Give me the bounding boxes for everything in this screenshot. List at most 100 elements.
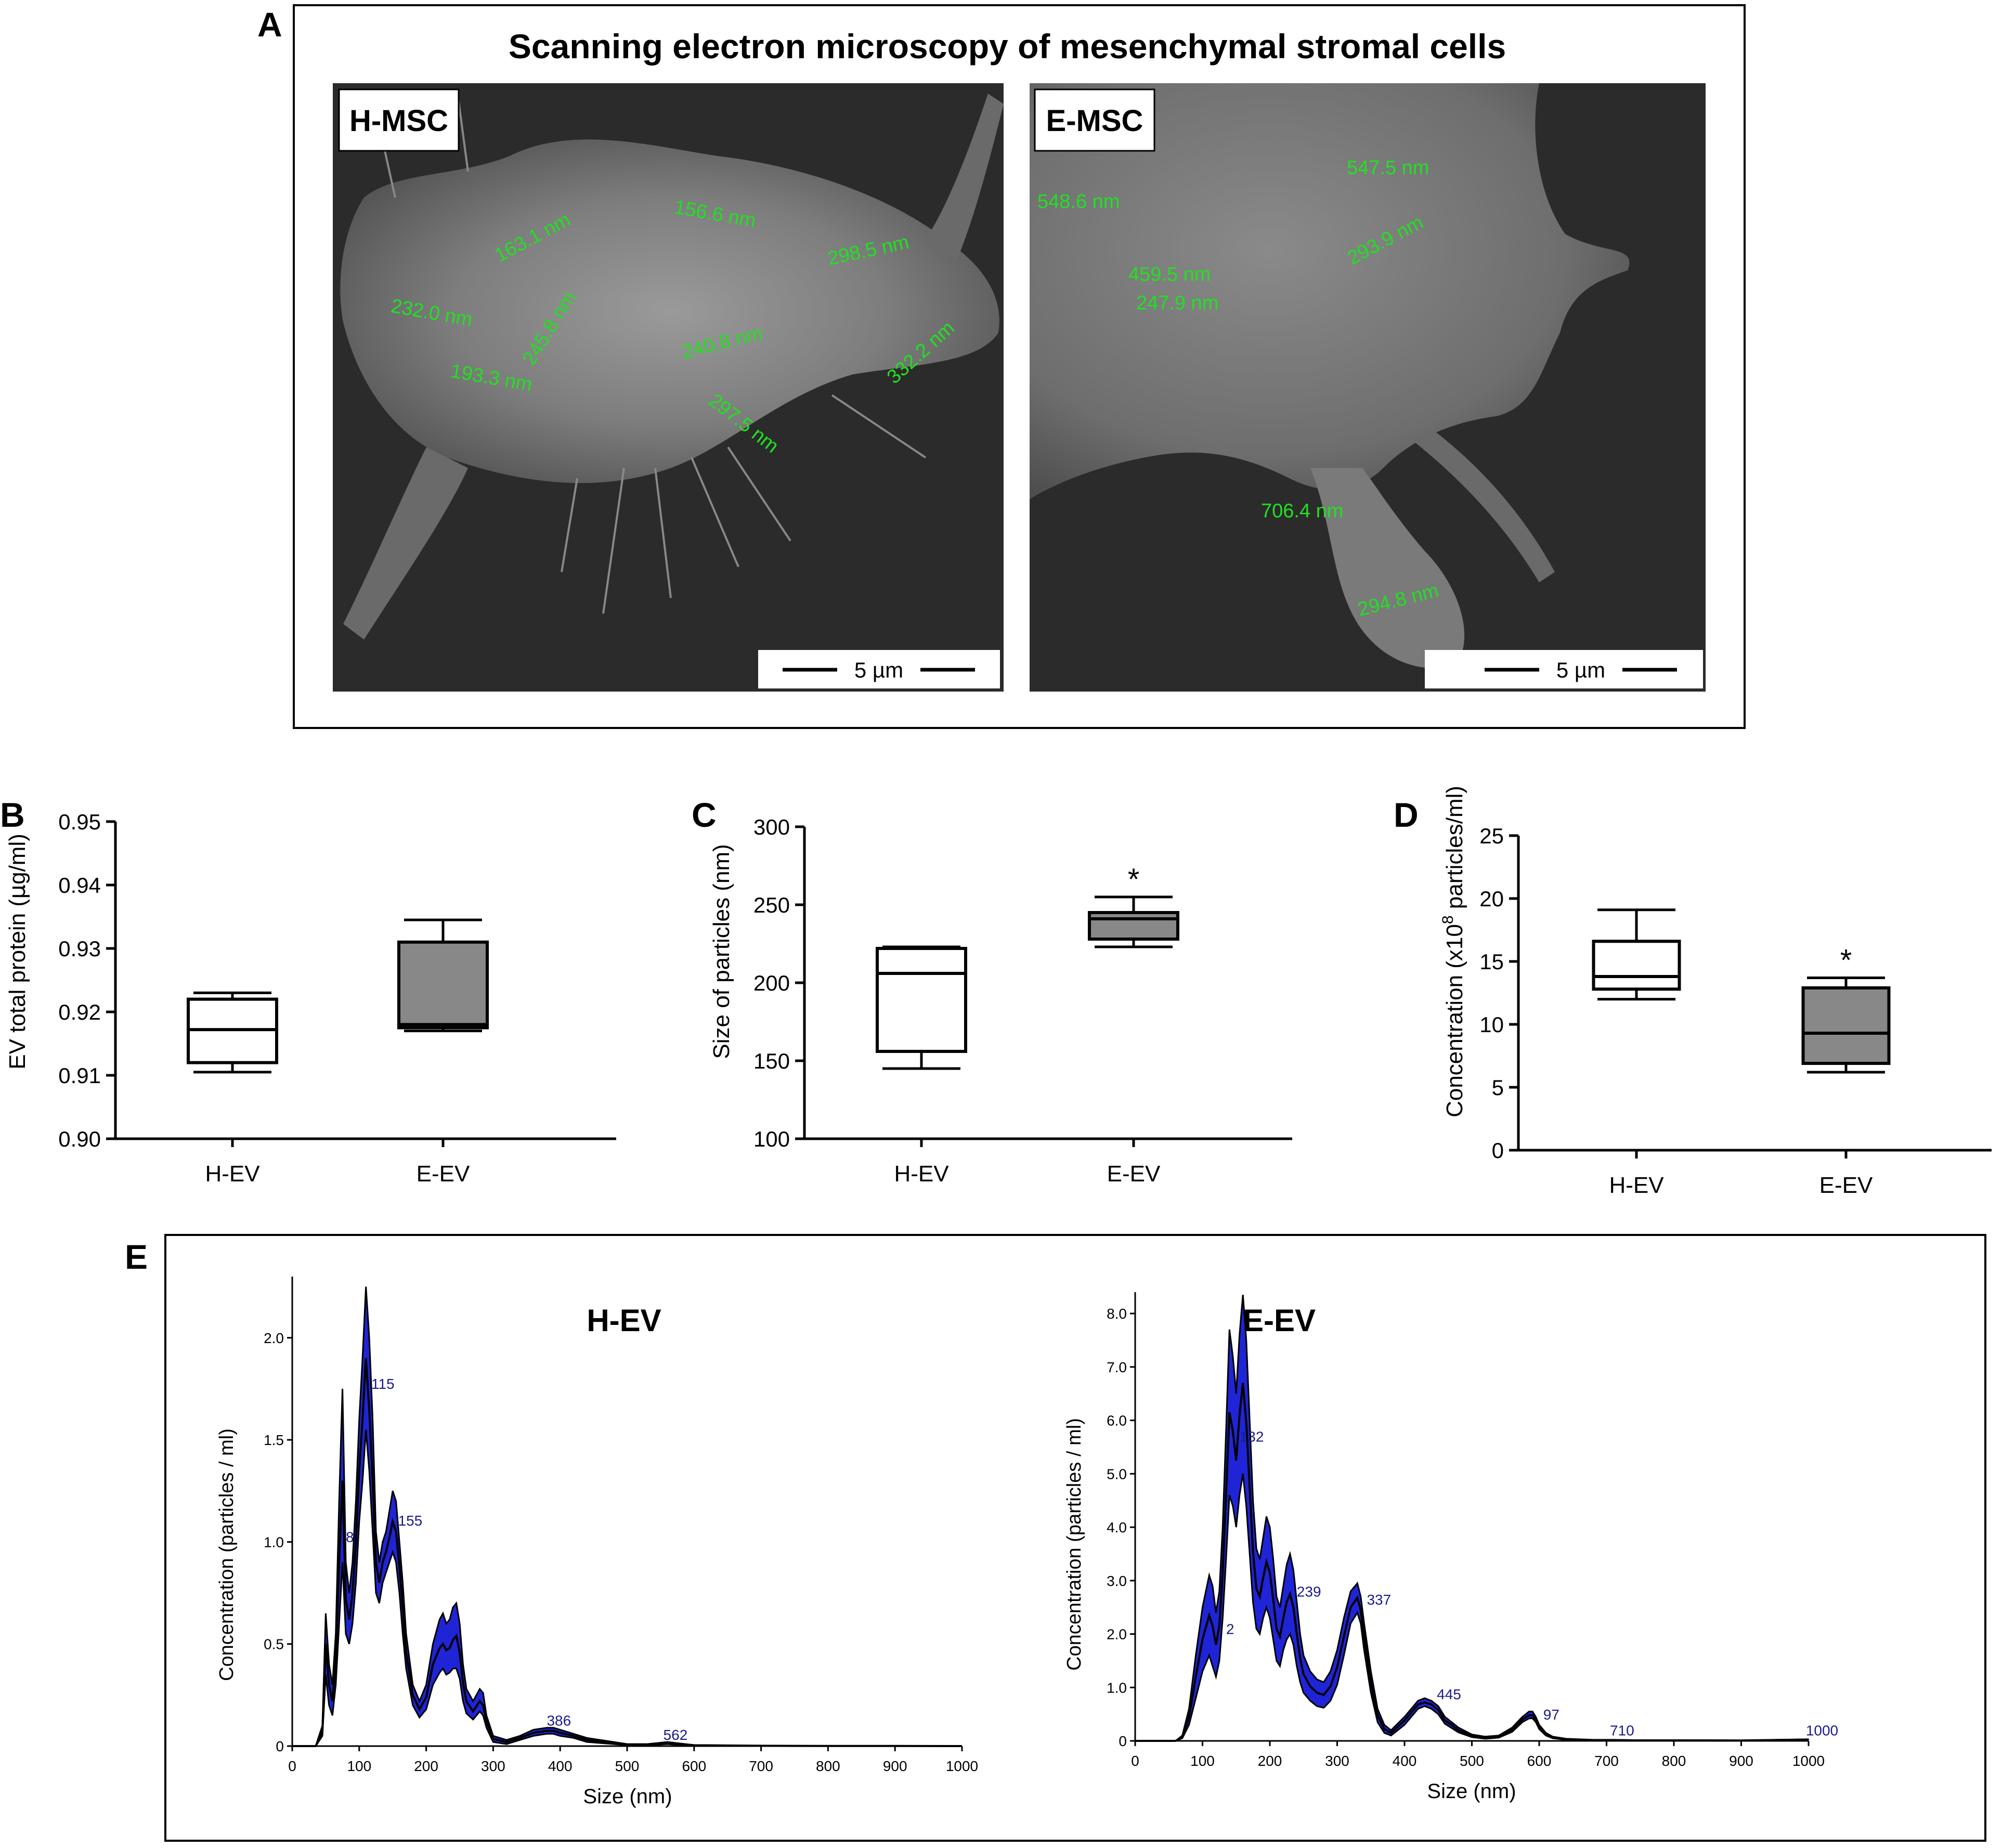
x-tick-label: 200 [1258,1753,1282,1769]
y-tick-label: 0.93 [58,936,101,961]
y-tick-label: 200 [753,971,790,995]
y-axis-label: Concentration (particles / ml) [1063,1418,1085,1671]
peak-label: 2 [1226,1621,1234,1637]
y-tick-label: 0.92 [58,1000,101,1024]
y-tick-label: 0 [1119,1733,1127,1749]
y-tick-label: 1.5 [264,1432,284,1448]
peak-label: 386 [547,1713,571,1729]
y-tick-label: 150 [753,1049,790,1073]
y-tick-label: 2.0 [1107,1626,1127,1643]
x-tick-label: 700 [749,1758,773,1774]
peak-label: 1000 [1806,1723,1838,1739]
x-tick-label: H-EV [894,1161,949,1187]
y-tick-label: 300 [753,815,790,839]
y-tick-label: 6.0 [1107,1413,1127,1429]
cell-extension-left [343,447,468,640]
chart-title: E-EV [1243,1303,1316,1338]
h-msc-label-box [338,88,460,152]
y-tick-label: 10 [1479,1012,1504,1037]
panel-letter-b: B [0,796,25,834]
x-tick-label: 300 [481,1758,505,1774]
annotation: 547.5 nm [1347,157,1429,179]
panel-letter-c: C [692,796,717,834]
significance-marker: * [1840,943,1852,977]
x-tick-label: 0 [1131,1753,1139,1769]
panel-e: E [125,1234,1986,1842]
peak-label: 445 [1437,1686,1461,1702]
x-tick-label: 200 [414,1758,438,1774]
peak-label: 115 [371,1376,395,1392]
h-msc-label: H-MSC [349,104,448,138]
mean-line [1135,1383,1809,1742]
x-tick-label: 0 [288,1758,296,1774]
y-axis-label-prefix: EV total protein ( [5,899,30,1070]
x-axis-label: Size (nm) [1427,1780,1516,1803]
x-axis-label: Size (nm) [583,1785,672,1808]
chart-title: H-EV [587,1303,661,1338]
y-tick-label: 5 [1492,1075,1504,1100]
y-axis-label-suffix: g/ml) [5,834,30,884]
y-tick-label: 0.90 [58,1127,101,1151]
micrograph-h-msc: 163.1 nm 156.6 nm 298.5 nm 232.0 nm 245.… [333,83,1004,692]
significance-marker: * [1128,863,1140,896]
peak-label: 155 [398,1513,423,1529]
x-tick-label: 100 [347,1758,371,1774]
band-upper-edge [292,1286,963,1747]
y-tick-label: 3.0 [1107,1573,1127,1589]
x-tick-label: 800 [816,1758,840,1774]
peak-label: 97 [1543,1707,1559,1723]
peak-label: 562 [664,1727,688,1743]
box-h-ev [1592,940,1681,991]
y-tick-label: 0.5 [264,1636,284,1652]
peak-label: 132 [1240,1429,1264,1445]
band-lower-edge [1135,1474,1809,1742]
box-plot-c: Size of particles (nm) 100 150 200 250 300 H-… [709,815,1292,1187]
e-msc-label-box [1034,88,1155,152]
y-tick-label: 25 [1479,824,1504,848]
cell-body-shape [340,139,999,483]
y-tick-label: 15 [1479,949,1504,974]
y-axis-label-sup: 8 [1439,915,1457,924]
y-tick-label: 8.0 [1107,1306,1127,1322]
panel-a-title: Scanning electron microscopy of mesenchy… [509,27,1506,66]
peak-label: 337 [1367,1592,1391,1608]
x-tick-label: 900 [1729,1753,1753,1769]
y-tick-label: 250 [753,893,790,917]
y-axis-label-suffix: particles/ml) [1442,786,1467,915]
x-tick-label: 800 [1662,1753,1686,1769]
x-tick-label: H-EV [205,1161,260,1187]
x-tick-label: E-EV [1107,1161,1161,1187]
x-tick-label: 400 [548,1758,573,1774]
y-tick-label: 100 [753,1127,790,1151]
y-axis-label: Concentration (x108 particles/ml) [1439,786,1467,1117]
peak-label: 239 [1297,1584,1321,1600]
annotation: 548.6 nm [1037,191,1120,213]
y-tick-label: 4.0 [1107,1519,1127,1535]
x-tick-label: 600 [682,1758,706,1774]
y-tick-label: 0.94 [58,873,101,897]
x-tick-label: 300 [1325,1753,1349,1769]
cell-extension-right [926,94,1004,260]
band-upper-edge [1135,1294,1809,1742]
x-tick-label: 600 [1527,1753,1552,1769]
x-tick-label: 900 [883,1758,907,1774]
mean-line [292,1358,963,1747]
cell-body-shape [1030,83,1630,499]
y-tick-label: 7.0 [1107,1359,1127,1375]
panel-letter-a: A [257,5,282,44]
peak-label: 8 [346,1529,354,1545]
x-tick-label: 500 [1460,1753,1484,1769]
band-lower-edge [292,1429,962,1747]
y-tick-label: 1.0 [1107,1680,1127,1696]
y-axis-label-prefix: Concentration (x10 [1442,924,1467,1117]
annotation: 459.5 nm [1128,264,1211,285]
cell-extension-right [1414,432,1555,582]
annotation: 247.9 nm [1136,292,1218,314]
x-tick-label: 400 [1393,1753,1417,1769]
annotation: 706.4 nm [1261,500,1343,522]
box-e-ev [1801,986,1891,1065]
x-tick-label: E-EV [1819,1173,1873,1198]
y-tick-label: 1.0 [264,1534,284,1550]
panel-a: A Scanning electron microscopy of mesenc… [257,4,1746,729]
